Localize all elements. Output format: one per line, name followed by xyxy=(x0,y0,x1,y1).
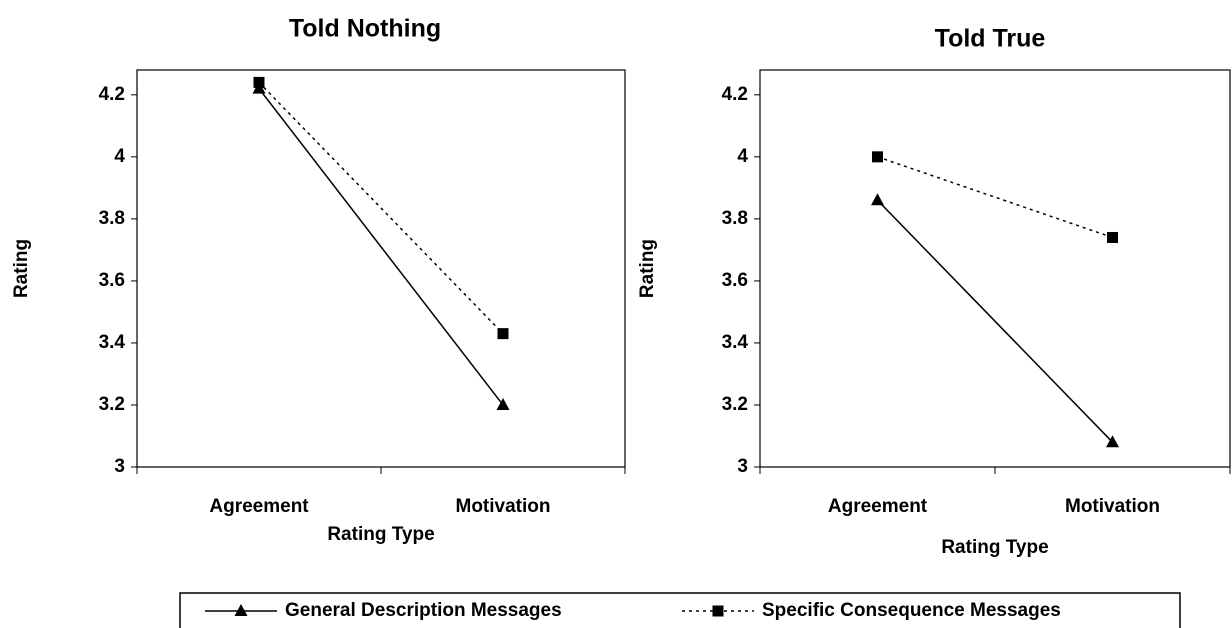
y-tick-label: 4 xyxy=(737,146,748,167)
series-line xyxy=(876,199,1114,443)
legend-label: General Description Messages xyxy=(285,600,562,621)
y-axis-label: Rating xyxy=(637,239,658,298)
x-tick-label: Agreement xyxy=(209,496,309,517)
chart-title: Told True xyxy=(935,25,1046,53)
y-tick-label: 3.6 xyxy=(722,270,748,291)
x-axis-label: Rating Type xyxy=(941,537,1048,558)
series-line xyxy=(877,156,1113,239)
y-tick-label: 3 xyxy=(114,456,125,477)
marker xyxy=(497,328,509,340)
y-tick-label: 3.2 xyxy=(722,394,748,415)
marker xyxy=(712,605,724,617)
marker xyxy=(1107,231,1118,243)
series-line xyxy=(258,81,504,335)
x-axis-label: Rating Type xyxy=(327,524,434,545)
x-tick-label: Motivation xyxy=(1065,496,1160,517)
marker xyxy=(253,76,265,88)
y-tick-label: 3.2 xyxy=(99,394,125,415)
marker xyxy=(496,397,510,410)
plot-area xyxy=(759,69,1231,468)
y-tick-label: 3.8 xyxy=(722,208,748,229)
y-tick-label: 4 xyxy=(114,146,125,167)
marker xyxy=(872,151,883,163)
y-tick-label: 3.4 xyxy=(722,332,749,353)
y-tick-label: 3.6 xyxy=(99,270,125,291)
series-line xyxy=(258,88,504,406)
y-tick-label: 4.2 xyxy=(722,84,748,105)
marker xyxy=(1106,435,1119,448)
marker xyxy=(234,604,248,616)
plot-area xyxy=(136,69,626,468)
chart-title: Told Nothing xyxy=(289,15,441,43)
y-tick-label: 3.4 xyxy=(99,332,126,353)
x-tick-label: Agreement xyxy=(828,496,928,517)
y-tick-label: 3.8 xyxy=(99,208,125,229)
marker xyxy=(871,193,884,206)
y-axis-label: Rating xyxy=(11,239,32,298)
legend-box xyxy=(179,592,1181,628)
y-tick-label: 4.2 xyxy=(99,84,125,105)
y-tick-label: 3 xyxy=(737,456,748,477)
x-tick-label: Motivation xyxy=(456,496,551,517)
legend-label: Specific Consequence Messages xyxy=(762,600,1061,621)
